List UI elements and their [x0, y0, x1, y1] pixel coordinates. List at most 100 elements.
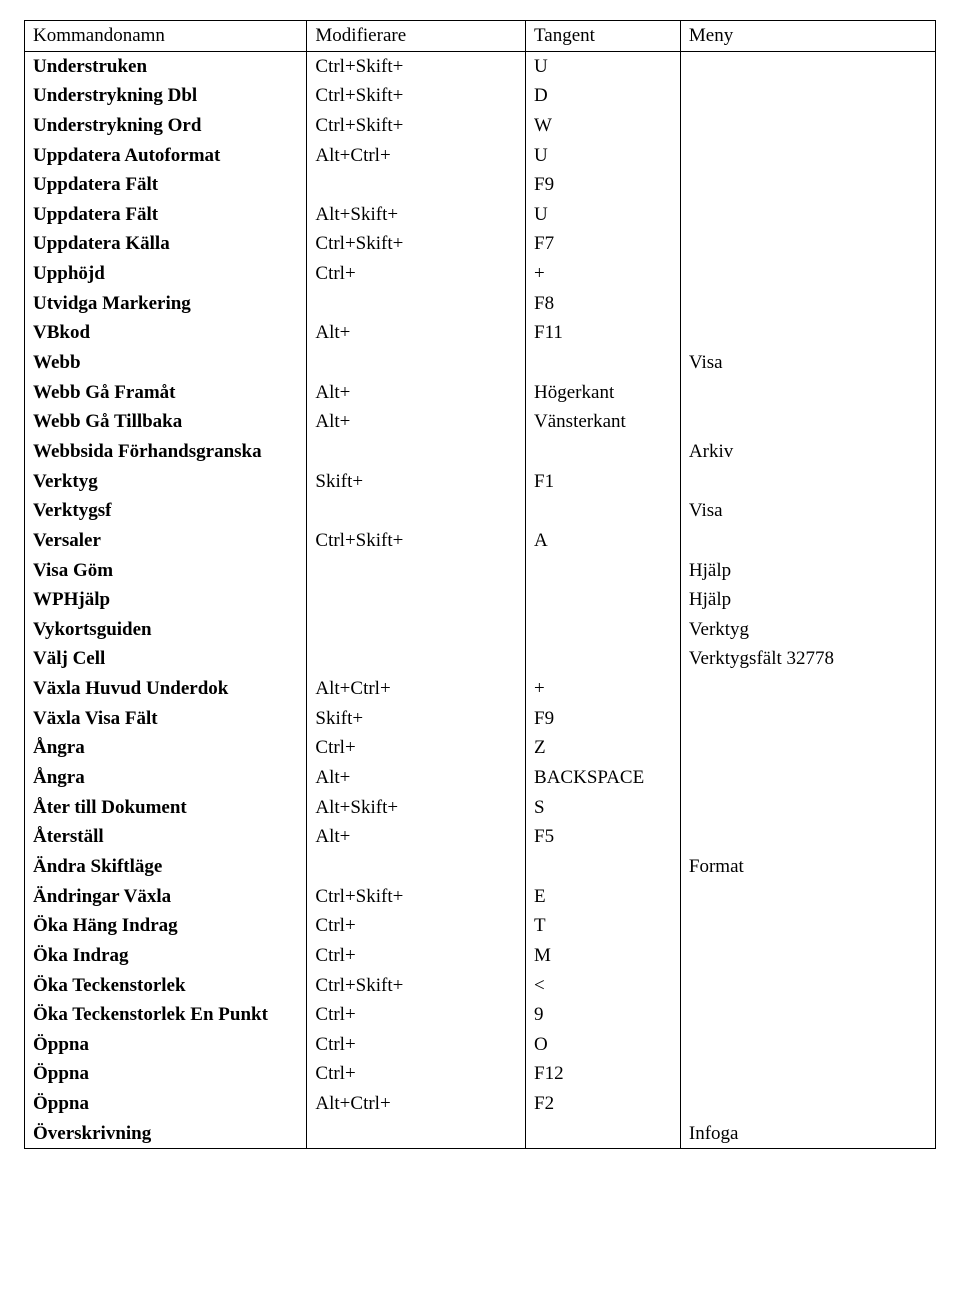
table-row: VerktygsfVisa: [25, 496, 936, 526]
cell-modifier: Skift+: [307, 704, 526, 734]
cell-key: [526, 496, 681, 526]
cell-key: +: [526, 674, 681, 704]
cell-modifier: Alt+: [307, 378, 526, 408]
table-row: Åter till DokumentAlt+Skift+S: [25, 793, 936, 823]
cell-command: Uppdatera Autoformat: [25, 141, 307, 171]
cell-modifier: [307, 556, 526, 586]
cell-modifier: [307, 852, 526, 882]
cell-menu: [680, 793, 935, 823]
cell-modifier: Alt+: [307, 407, 526, 437]
cell-menu: [680, 674, 935, 704]
cell-key: [526, 644, 681, 674]
cell-menu: Arkiv: [680, 437, 935, 467]
cell-command: Växla Visa Fält: [25, 704, 307, 734]
cell-modifier: Ctrl+: [307, 911, 526, 941]
cell-modifier: Alt+Ctrl+: [307, 674, 526, 704]
table-row: Visa GömHjälp: [25, 556, 936, 586]
cell-key: [526, 585, 681, 615]
cell-modifier: Ctrl+Skift+: [307, 111, 526, 141]
cell-menu: [680, 941, 935, 971]
cell-command: Öka Teckenstorlek En Punkt: [25, 1000, 307, 1030]
cell-key: BACKSPACE: [526, 763, 681, 793]
cell-key: 9: [526, 1000, 681, 1030]
cell-key: Z: [526, 733, 681, 763]
cell-menu: [680, 170, 935, 200]
cell-command: Ändra Skiftläge: [25, 852, 307, 882]
cell-command: Växla Huvud Underdok: [25, 674, 307, 704]
table-row: Välj CellVerktygsfält 32778: [25, 644, 936, 674]
cell-menu: Hjälp: [680, 556, 935, 586]
table-body: UnderstrukenCtrl+Skift+UUnderstrykning D…: [25, 51, 936, 1149]
cell-command: Versaler: [25, 526, 307, 556]
cell-command: Webb Gå Framåt: [25, 378, 307, 408]
cell-modifier: Alt+Skift+: [307, 793, 526, 823]
cell-key: F8: [526, 289, 681, 319]
cell-modifier: [307, 348, 526, 378]
table-row: Uppdatera FältAlt+Skift+U: [25, 200, 936, 230]
cell-menu: [680, 259, 935, 289]
cell-modifier: Ctrl+: [307, 733, 526, 763]
cell-command: Uppdatera Källa: [25, 229, 307, 259]
cell-key: [526, 437, 681, 467]
cell-menu: [680, 526, 935, 556]
cell-menu: Visa: [680, 348, 935, 378]
cell-key: U: [526, 51, 681, 81]
cell-key: M: [526, 941, 681, 971]
cell-menu: Infoga: [680, 1119, 935, 1149]
cell-command: Ändringar Växla: [25, 882, 307, 912]
cell-command: Återställ: [25, 822, 307, 852]
cell-menu: [680, 229, 935, 259]
table-row: Webb Gå FramåtAlt+Högerkant: [25, 378, 936, 408]
cell-modifier: [307, 170, 526, 200]
cell-key: U: [526, 141, 681, 171]
cell-modifier: Alt+: [307, 822, 526, 852]
cell-modifier: [307, 289, 526, 319]
table-row: UpphöjdCtrl++: [25, 259, 936, 289]
cell-command: VBkod: [25, 318, 307, 348]
cell-command: Öppna: [25, 1030, 307, 1060]
table-row: VBkodAlt+F11: [25, 318, 936, 348]
table-row: VykortsguidenVerktyg: [25, 615, 936, 645]
cell-command: Understrykning Ord: [25, 111, 307, 141]
table-row: VersalerCtrl+Skift+A: [25, 526, 936, 556]
cell-menu: [680, 111, 935, 141]
table-row: ÅngraAlt+BACKSPACE: [25, 763, 936, 793]
cell-command: Understruken: [25, 51, 307, 81]
cell-key: [526, 852, 681, 882]
cell-modifier: Alt+Skift+: [307, 200, 526, 230]
cell-modifier: Alt+: [307, 318, 526, 348]
table-row: Utvidga MarkeringF8: [25, 289, 936, 319]
cell-modifier: Skift+: [307, 467, 526, 497]
table-row: Öka IndragCtrl+M: [25, 941, 936, 971]
cell-menu: [680, 407, 935, 437]
cell-menu: [680, 467, 935, 497]
cell-modifier: [307, 644, 526, 674]
table-row: ÖppnaCtrl+F12: [25, 1059, 936, 1089]
table-row: Uppdatera AutoformatAlt+Ctrl+U: [25, 141, 936, 171]
cell-key: E: [526, 882, 681, 912]
table-row: ÖppnaAlt+Ctrl+F2: [25, 1089, 936, 1119]
table-row: VerktygSkift+F1: [25, 467, 936, 497]
cell-menu: [680, 704, 935, 734]
cell-modifier: Alt+Ctrl+: [307, 1089, 526, 1119]
col-header-key: Tangent: [526, 21, 681, 52]
table-header-row: Kommandonamn Modifierare Tangent Meny: [25, 21, 936, 52]
cell-command: Öka Indrag: [25, 941, 307, 971]
cell-key: U: [526, 200, 681, 230]
table-row: ÅterställAlt+F5: [25, 822, 936, 852]
cell-modifier: Ctrl+Skift+: [307, 229, 526, 259]
table-row: Öka Häng IndragCtrl+T: [25, 911, 936, 941]
cell-modifier: Ctrl+Skift+: [307, 81, 526, 111]
cell-command: Uppdatera Fält: [25, 200, 307, 230]
cell-command: Vykortsguiden: [25, 615, 307, 645]
cell-modifier: [307, 585, 526, 615]
cell-command: Öka Teckenstorlek: [25, 971, 307, 1001]
cell-key: A: [526, 526, 681, 556]
table-row: Webb Gå TillbakaAlt+Vänsterkant: [25, 407, 936, 437]
cell-command: Webbsida Förhandsgranska: [25, 437, 307, 467]
table-row: WebbVisa: [25, 348, 936, 378]
col-header-menu: Meny: [680, 21, 935, 52]
shortcut-table: Kommandonamn Modifierare Tangent Meny Un…: [24, 20, 936, 1149]
table-row: ÅngraCtrl+Z: [25, 733, 936, 763]
cell-modifier: Alt+Ctrl+: [307, 141, 526, 171]
